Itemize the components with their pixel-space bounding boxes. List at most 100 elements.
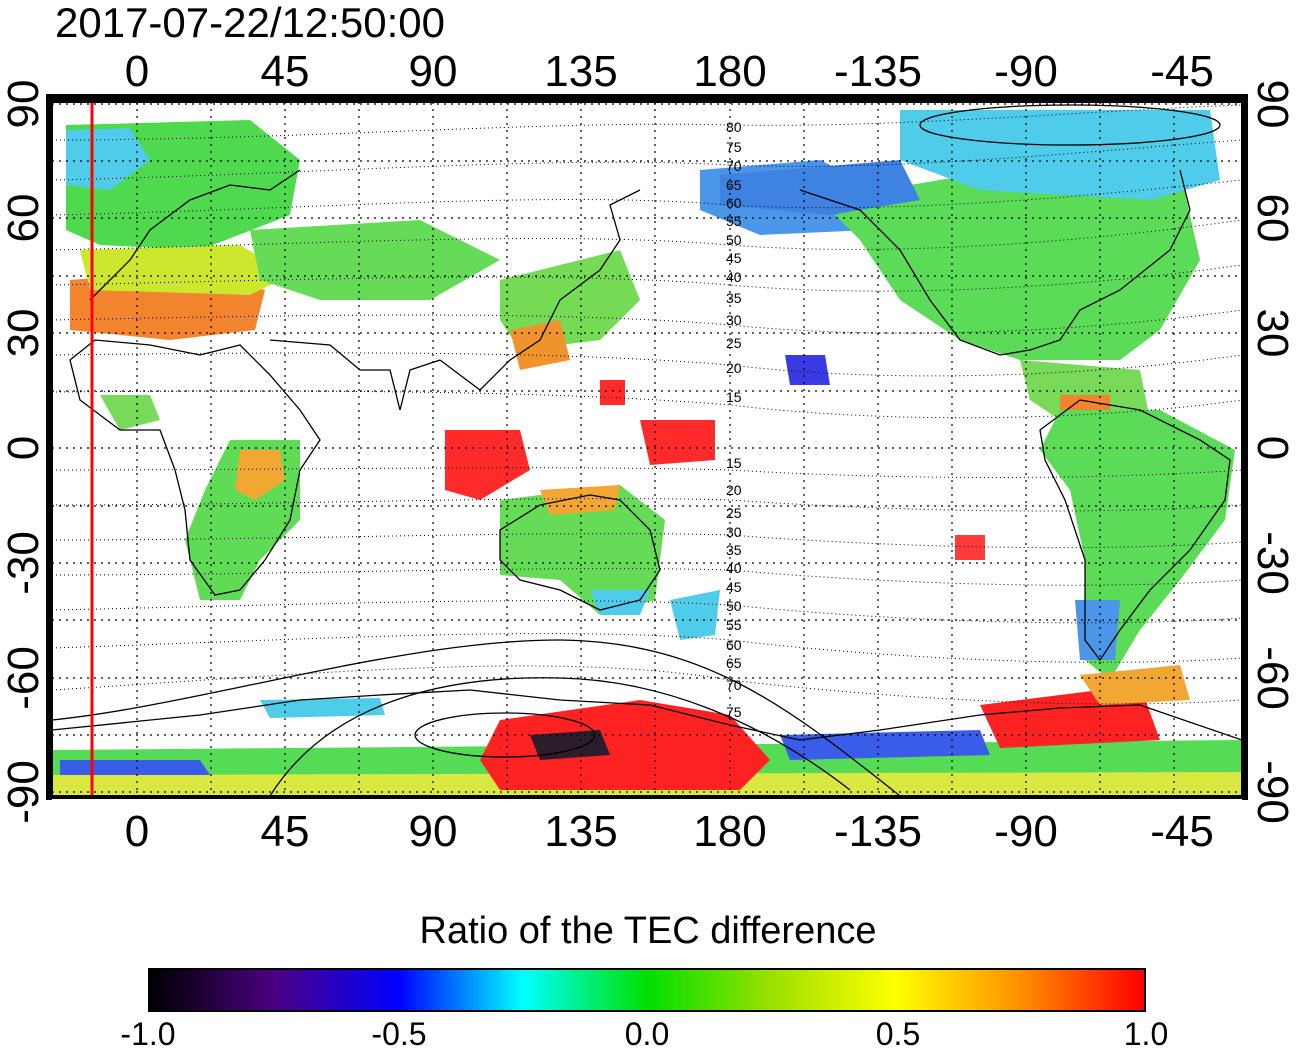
- bottom-lon-label: 180: [693, 807, 766, 856]
- mlat-label: 65: [726, 655, 742, 671]
- top-lon-label: 135: [544, 47, 617, 96]
- mlat-label: 70: [726, 158, 742, 174]
- timestamp-label: 2017-07-22/12:50:00: [55, 0, 445, 46]
- mlat-label: 55: [726, 617, 742, 633]
- coast-antarctica: [52, 689, 1242, 741]
- top-lon-label: -90: [994, 47, 1058, 96]
- mlat-label: 25: [726, 505, 742, 521]
- patch-canada-cyan: [900, 110, 1220, 200]
- patch-asia-scatter: [250, 220, 500, 300]
- patch-pacific-red-2: [600, 380, 625, 405]
- left-lat-label: 60: [0, 194, 48, 243]
- mlat-label: 25: [726, 335, 742, 351]
- mlat-label: 45: [726, 579, 742, 595]
- patch-caribbean: [1020, 360, 1150, 420]
- mlat-labels-north: 80 75 70 65 60 55 50 45 40 35 30 25 20 1…: [726, 119, 742, 405]
- patch-antarctic-blue-east: [780, 730, 990, 760]
- right-lat-label: -60: [1248, 646, 1296, 710]
- mlat-label: 35: [726, 542, 742, 558]
- patch-africa-orange: [235, 450, 285, 500]
- magnetic-pole-contours: [52, 104, 1221, 796]
- mlat-label: 70: [726, 677, 742, 693]
- colorbar-tick-label: -0.5: [371, 1016, 427, 1052]
- coast-europe: [89, 169, 301, 301]
- mlat-label: 65: [726, 177, 742, 193]
- coast-north-america: [799, 169, 1191, 356]
- colorbar: [148, 968, 1146, 1012]
- mlat-label: 20: [726, 360, 742, 376]
- top-lon-label: -45: [1150, 47, 1214, 96]
- left-lat-label: 90: [0, 80, 48, 129]
- colorbar-tick-label: 1.0: [1123, 1016, 1169, 1052]
- bottom-longitude-labels: 0 45 90 135 180 -135 -90 -45: [125, 807, 1214, 856]
- mlat-label: 15: [726, 389, 742, 405]
- bottom-lon-label: 0: [125, 807, 149, 856]
- top-lon-label: 90: [409, 47, 458, 96]
- coast-south-america: [1039, 399, 1231, 662]
- right-lat-label: -30: [1248, 531, 1296, 595]
- frame-outer-right: [1242, 94, 1248, 800]
- left-latitude-labels: 90 60 30 0 -30 -60 -90: [0, 80, 48, 824]
- mlat-label: 40: [726, 269, 742, 285]
- coast-arabia-india: [269, 339, 441, 411]
- top-longitude-labels: 0 45 90 135 180 -135 -90 -45: [125, 47, 1214, 96]
- colorbar-title: Ratio of the TEC difference: [419, 910, 877, 952]
- mlat-label: 75: [726, 704, 742, 720]
- right-lat-label: 60: [1248, 194, 1296, 243]
- mlat-label: 20: [726, 482, 742, 498]
- bottom-lon-label: -90: [994, 807, 1058, 856]
- mlat-label: 75: [726, 139, 742, 155]
- tec-map: 0 45 90 135 180 -135 -90 -45 0 45 90 135…: [0, 47, 1296, 856]
- left-lat-label: -30: [0, 531, 48, 595]
- mlat-label: 30: [726, 312, 742, 328]
- mlat-label: 60: [726, 195, 742, 211]
- bottom-lon-label: 135: [544, 807, 617, 856]
- colorbar-tick-label: -1.0: [120, 1016, 176, 1052]
- right-lat-label: 90: [1248, 80, 1296, 129]
- patch-east-asia-orange: [510, 320, 570, 370]
- patch-antarctic-orange-east: [1080, 665, 1190, 705]
- colorbar-tick-label: 0.5: [875, 1016, 921, 1052]
- coastlines: [52, 169, 1242, 741]
- bottom-lon-label: -45: [1150, 807, 1214, 856]
- right-lat-label: -90: [1248, 760, 1296, 824]
- patch-nz: [670, 590, 720, 640]
- patch-europe-cyan: [66, 128, 150, 190]
- patch-antarctic-red-center: [480, 700, 770, 790]
- bottom-lon-label: 90: [409, 807, 458, 856]
- right-lat-label: 0: [1248, 436, 1296, 460]
- patch-antarctic-black: [530, 730, 610, 760]
- bottom-lon-label: 45: [261, 807, 310, 856]
- mlat-label: 30: [726, 524, 742, 540]
- patch-south-ocean-spot: [260, 698, 385, 718]
- patch-south-pacific-blue: [785, 355, 830, 385]
- mlat-label: 55: [726, 213, 742, 229]
- frame-outer-top: [46, 94, 1248, 102]
- top-lon-label: 180: [693, 47, 766, 96]
- left-lat-label: -60: [0, 646, 48, 710]
- coast-east-asia: [439, 189, 641, 391]
- left-lat-label: 0: [0, 436, 48, 460]
- top-lon-label: -135: [834, 47, 922, 96]
- left-lat-label: 30: [0, 309, 48, 358]
- mlat-label: 45: [726, 250, 742, 266]
- patch-australia: [500, 485, 665, 615]
- mlat-label: 80: [726, 119, 742, 135]
- frame-outer-left: [46, 94, 52, 800]
- mlat-label: 50: [726, 232, 742, 248]
- magnetic-latitude-contours: [52, 104, 1242, 705]
- top-lon-label: 0: [125, 47, 149, 96]
- right-latitude-labels: 90 60 30 0 -30 -60 -90: [1248, 80, 1296, 824]
- patch-arctic-blue: [720, 160, 920, 215]
- patch-australia-cyan: [590, 590, 650, 615]
- frame-outer-bottom: [46, 796, 1248, 799]
- mlat-label: 35: [726, 290, 742, 306]
- coast-australia: [499, 494, 661, 611]
- left-lat-label: -90: [0, 760, 48, 824]
- mlat-label: 60: [726, 637, 742, 653]
- right-lat-label: 30: [1248, 309, 1296, 358]
- bottom-lon-label: -135: [834, 807, 922, 856]
- mlat-label: 50: [726, 598, 742, 614]
- coast-africa: [69, 339, 321, 596]
- patch-pacific-red-1: [640, 420, 715, 465]
